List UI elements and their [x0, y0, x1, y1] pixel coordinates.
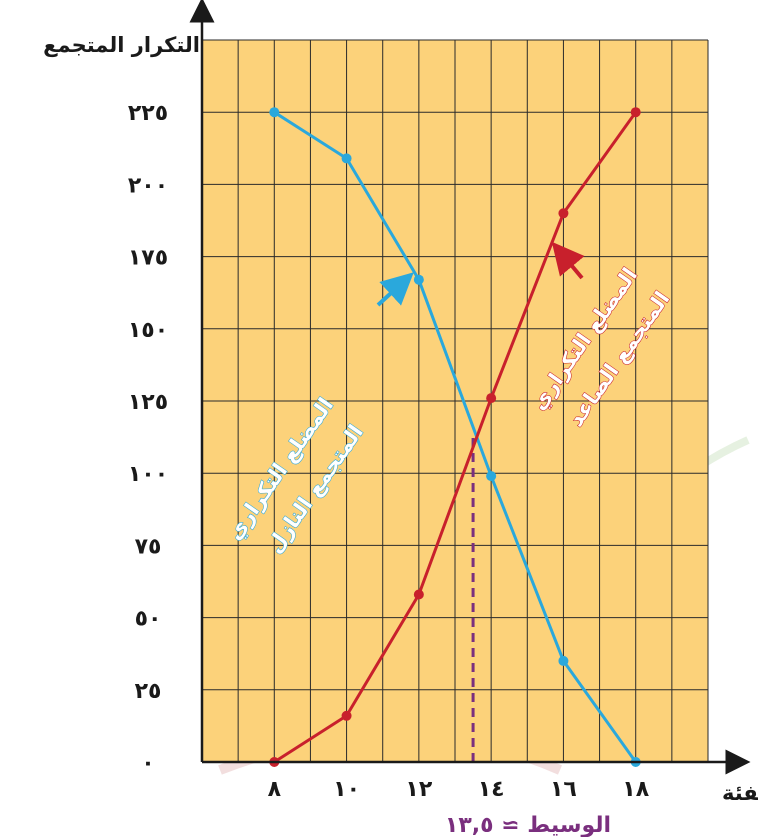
x-tick-label: ٨ — [268, 777, 282, 802]
x-tick-label: ١٠ — [333, 777, 360, 802]
x-tick-label: ١٤ — [478, 777, 505, 802]
ascending-point — [630, 107, 641, 118]
y-tick-label: ٥٠ — [135, 607, 162, 632]
axes — [189, 0, 751, 775]
y-axis-title: التكرار المتجمع — [43, 33, 200, 57]
y-tick-label: ٢٠٠ — [128, 173, 168, 198]
descending-point — [486, 471, 497, 482]
ascending-series-line — [273, 111, 637, 764]
x-tick-label: ١٢ — [405, 777, 432, 802]
ascending-point — [341, 710, 352, 721]
descending-point — [558, 655, 569, 666]
x-tick-label: ١٨ — [622, 777, 649, 802]
x-tick-labels: ٨ ١٠ ١٢ ١٤ ١٦ ١٨ — [268, 777, 650, 802]
ascending-annotation-arrow — [551, 241, 585, 280]
y-tick-label: ٧٥ — [135, 534, 162, 559]
x-tick-label: ١٦ — [550, 777, 577, 802]
ascending-point — [486, 393, 497, 404]
y-tick-label: ١٧٥ — [128, 246, 168, 271]
ascending-point — [413, 589, 424, 600]
descending-point — [269, 107, 280, 118]
y-tick-label: ٠ — [141, 751, 154, 776]
y-tick-label: ٢٢٥ — [128, 101, 168, 126]
descending-point — [341, 153, 352, 164]
descending-annotation-arrow — [376, 272, 414, 307]
series-lines — [269, 107, 641, 767]
y-tick-label: ١٥٠ — [128, 318, 168, 343]
ascending-point — [558, 208, 569, 219]
descending-point — [413, 274, 424, 285]
y-tick-labels: ٠ ٢٥ ٥٠ ٧٥ ١٠٠ ١٢٥ ١٥٠ ١٧٥ ٢٠٠ ٢٢٥ — [128, 101, 168, 776]
median-label: الوسيط ≃ ١٣,٥ — [445, 813, 611, 837]
x-axis-title: الفئة — [722, 781, 758, 805]
y-tick-label: ١٠٠ — [128, 462, 168, 487]
descending-series-line — [273, 110, 637, 763]
y-tick-label: ٢٥ — [135, 679, 162, 704]
y-tick-label: ١٢٥ — [128, 390, 168, 415]
